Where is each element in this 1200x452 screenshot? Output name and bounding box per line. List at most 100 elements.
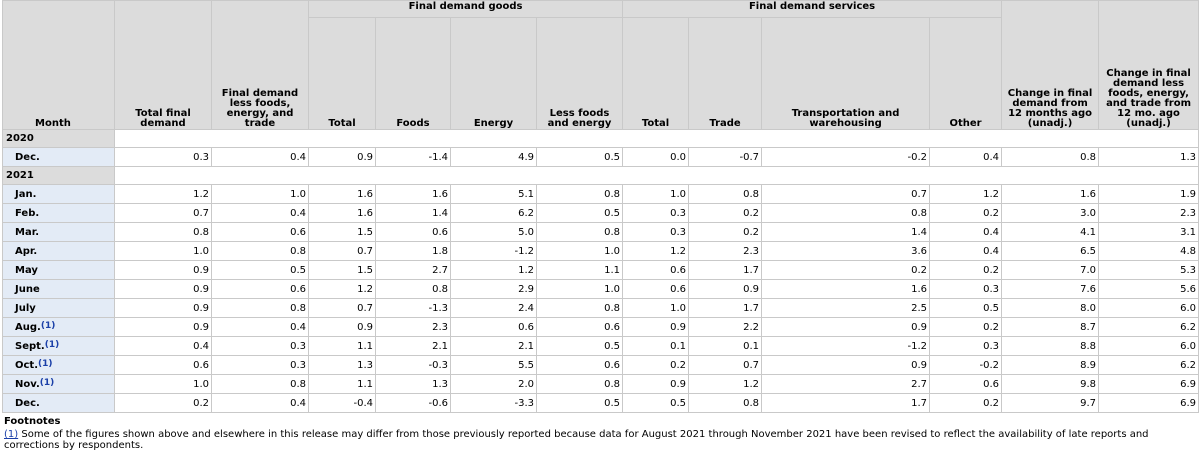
month-cell: July [2, 298, 115, 318]
month-label: June [15, 283, 40, 295]
value-cell: 0.5 [535, 393, 624, 413]
value-cell: 8.0 [1001, 298, 1100, 318]
value-cell: 1.0 [622, 298, 690, 318]
month-cell: Sept.(1) [2, 336, 115, 356]
value-cell: 0.3 [211, 355, 309, 375]
value-cell: -3.3 [450, 393, 537, 413]
value-cell: 0.2 [929, 393, 1003, 413]
value-cell: 0.4 [211, 317, 309, 337]
year-row: 2020 [2, 129, 1200, 148]
value-cell: 1.5 [308, 260, 376, 280]
value-cell: 0.8 [211, 241, 309, 261]
value-cell: 3.6 [761, 241, 931, 261]
value-cell: 6.2 [1098, 355, 1200, 375]
month-cell: Nov.(1) [2, 374, 115, 394]
value-cell: 1.2 [450, 260, 537, 280]
footnote-ref-link[interactable]: (1) [38, 359, 53, 369]
footnote-item: (1) Some of the figures shown above and … [4, 429, 1198, 451]
value-cell: 2.4 [450, 298, 537, 318]
month-cell: Dec. [2, 393, 115, 413]
header-services-total: Total [622, 17, 690, 130]
value-cell: 0.3 [211, 336, 309, 356]
year-label: 2021 [2, 166, 115, 185]
footnote-ref-link[interactable]: (1) [39, 378, 55, 388]
value-cell: 0.4 [929, 241, 1003, 261]
header-goods-total: Total [308, 17, 376, 130]
table-row: May 0.9 0.5 1.5 2.7 1.2 1.1 0.6 1.7 0.2 0.2 7.0 5.3 [2, 260, 1200, 280]
value-cell: 0.8 [114, 222, 212, 242]
ppi-final-demand-table: Month Total final demand Final demand le… [2, 0, 1200, 413]
value-cell: 0.4 [929, 147, 1003, 167]
value-cell: 1.0 [535, 241, 624, 261]
value-cell: 0.3 [929, 279, 1003, 299]
value-cell: 0.4 [929, 222, 1003, 242]
month-label: Feb. [15, 207, 40, 219]
value-cell: -1.4 [375, 147, 451, 167]
value-cell: -0.4 [308, 393, 376, 413]
value-cell: 0.2 [688, 222, 763, 242]
header-change-12-months: Change in final demand from 12 months ag… [1001, 0, 1100, 130]
value-cell: 0.8 [535, 222, 624, 242]
table-row: June 0.9 0.6 1.2 0.8 2.9 1.0 0.6 0.9 1.6 0.3 7.6 5.6 [2, 279, 1200, 299]
footnotes-title: Footnotes [4, 416, 61, 427]
value-cell: 6.0 [1098, 336, 1200, 356]
value-cell: -1.3 [375, 298, 451, 318]
table-row: Sept.(1) 0.4 0.3 1.1 2.1 2.1 0.5 0.1 0.1 -1.2 0.3 8… [2, 336, 1200, 356]
value-cell: 0.6 [535, 317, 624, 337]
value-cell: -0.2 [761, 147, 931, 167]
value-cell: 2.3 [1098, 203, 1200, 223]
value-cell: 1.3 [308, 355, 376, 375]
month-label: Apr. [15, 245, 38, 257]
value-cell: 0.5 [929, 298, 1003, 318]
value-cell: 0.8 [688, 184, 763, 204]
value-cell: 0.6 [114, 355, 212, 375]
header-group-goods: Final demand goods [307, 0, 624, 18]
table-row: Feb. 0.7 0.4 1.6 1.4 6.2 0.5 0.3 0.2 0.8 0.2 3.0 2.3 [2, 203, 1200, 223]
value-cell: 0.1 [622, 336, 690, 356]
value-cell: 0.6 [375, 222, 451, 242]
table-row: Nov.(1) 1.0 0.8 1.1 1.3 2.0 0.8 0.9 1.2 2.7 0.6 9.8… [2, 374, 1200, 394]
table-row: Mar. 0.8 0.6 1.5 0.6 5.0 0.8 0.3 0.2 1.4 0.4 4.1 3.1 [2, 222, 1200, 242]
footnotes-section: Footnotes (1) Some of the figures shown … [2, 416, 1198, 451]
value-cell: -0.3 [375, 355, 451, 375]
month-label: Dec. [15, 151, 40, 163]
value-cell: 1.0 [114, 374, 212, 394]
header-goods-energy: Energy [450, 17, 537, 130]
value-cell: 0.6 [211, 279, 309, 299]
value-cell: 1.9 [1098, 184, 1200, 204]
value-cell: 0.2 [929, 203, 1003, 223]
value-cell: 6.2 [1098, 317, 1200, 337]
value-cell: 0.1 [688, 336, 763, 356]
month-cell: Mar. [2, 222, 115, 242]
value-cell: 1.5 [308, 222, 376, 242]
value-cell: 1.0 [622, 184, 690, 204]
value-cell: 0.7 [308, 298, 376, 318]
value-cell: 6.5 [1001, 241, 1100, 261]
value-cell: 0.5 [622, 393, 690, 413]
table-row: Dec. 0.3 0.4 0.9 -1.4 4.9 0.5 0.0 -0.7 -0.2 0.4 0.8… [2, 147, 1200, 167]
month-label: Mar. [15, 226, 40, 238]
header-total-final-demand: Total final demand [114, 0, 212, 130]
value-cell: 5.3 [1098, 260, 1200, 280]
value-cell: 5.6 [1098, 279, 1200, 299]
value-cell: 0.6 [622, 279, 690, 299]
header-month: Month [2, 0, 115, 130]
footnote-ref-link[interactable]: (1) [44, 340, 60, 350]
value-cell: 2.3 [375, 317, 451, 337]
footnote-link[interactable]: (1) [4, 429, 19, 440]
table-row: Dec. 0.2 0.4 -0.4 -0.6 -3.3 0.5 0.5 0.8 1.7 0.2 9.7… [2, 393, 1200, 413]
month-label: May [15, 264, 38, 276]
value-cell: 1.2 [308, 279, 376, 299]
value-cell: 0.8 [211, 298, 309, 318]
value-cell: 0.6 [929, 374, 1003, 394]
table-row: Jan. 1.2 1.0 1.6 1.6 5.1 0.8 1.0 0.8 0.7 1.2 1.6 1.9 [2, 184, 1200, 204]
value-cell: 9.7 [1001, 393, 1100, 413]
header-fd-less-foods-energy-trade: Final demand less foods, energy, and tra… [211, 0, 309, 130]
value-cell: 0.6 [211, 222, 309, 242]
value-cell: 0.9 [688, 279, 763, 299]
table-row: July 0.9 0.8 0.7 -1.3 2.4 0.8 1.0 1.7 2.5 0.5 8.0 6.… [2, 298, 1200, 318]
header-change-less-12-months: Change in final demand less foods, energ… [1098, 0, 1200, 130]
footnote-ref-link[interactable]: (1) [40, 321, 56, 331]
table-body: 2020 Dec. 0.3 0.4 0.9 -1.4 4.9 0.5 0.0 -0.7 -0.2 0.… [2, 129, 1200, 413]
